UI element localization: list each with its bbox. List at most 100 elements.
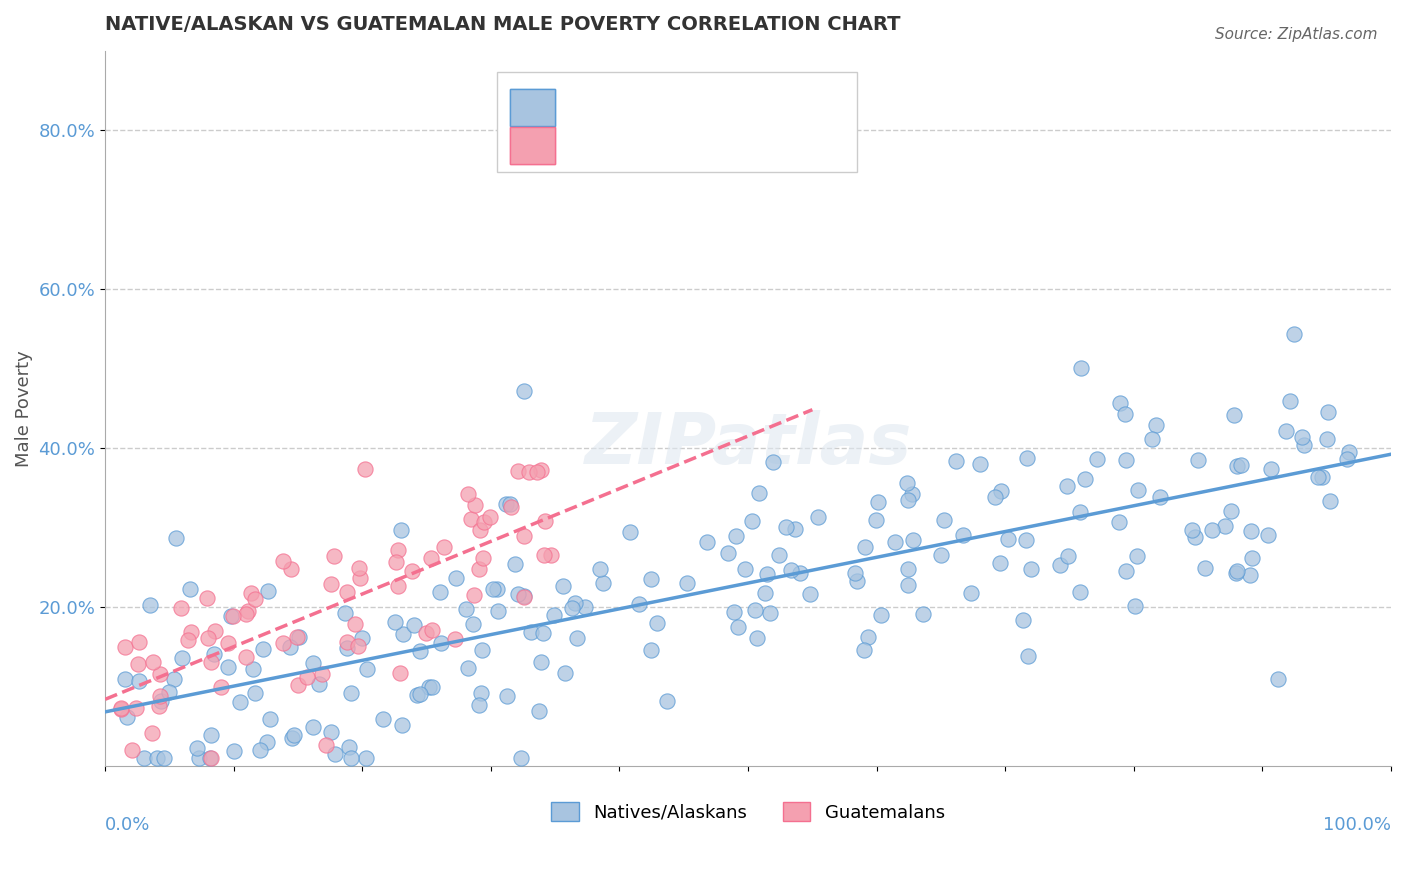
Point xyxy=(884,534,907,549)
Point xyxy=(157,685,180,699)
Point xyxy=(1128,483,1150,498)
Point xyxy=(852,643,875,657)
Point xyxy=(540,548,562,562)
Point xyxy=(354,462,377,476)
Point xyxy=(1226,459,1249,474)
Point xyxy=(457,661,479,675)
Point xyxy=(165,531,187,545)
Text: R = 0.387    N =  74: R = 0.387 N = 74 xyxy=(568,136,751,154)
Point xyxy=(278,640,301,654)
Point xyxy=(755,566,778,581)
Point xyxy=(301,656,323,670)
Point xyxy=(1074,472,1097,486)
Point xyxy=(868,495,890,509)
Point xyxy=(574,599,596,614)
Point xyxy=(472,515,495,529)
Point xyxy=(1019,562,1042,576)
Legend: Natives/Alaskans, Guatemalans: Natives/Alaskans, Guatemalans xyxy=(544,795,952,829)
Point xyxy=(245,686,267,700)
Point xyxy=(1144,418,1167,433)
Point xyxy=(990,483,1012,498)
Point xyxy=(527,705,550,719)
Point xyxy=(717,546,740,560)
Point xyxy=(775,520,797,534)
Point xyxy=(1108,516,1130,530)
Point xyxy=(526,466,548,480)
Point xyxy=(146,751,169,765)
Point xyxy=(280,562,302,576)
Point xyxy=(1017,450,1039,465)
Point xyxy=(125,701,148,715)
Point xyxy=(308,677,330,691)
Point xyxy=(754,586,776,600)
Point xyxy=(186,741,208,756)
Point xyxy=(333,607,356,621)
Point xyxy=(530,463,553,477)
Point xyxy=(1069,504,1091,518)
Point xyxy=(464,498,486,512)
Point xyxy=(471,643,494,657)
Point xyxy=(180,625,202,640)
Point xyxy=(239,586,262,600)
Point xyxy=(589,562,612,576)
Point xyxy=(392,627,415,641)
Point xyxy=(354,751,377,765)
Point xyxy=(554,665,576,680)
Point xyxy=(543,607,565,622)
Point xyxy=(177,633,200,648)
Point xyxy=(224,744,246,758)
Point xyxy=(188,751,211,765)
Point xyxy=(470,686,492,700)
Point xyxy=(761,454,783,468)
Point xyxy=(148,698,170,713)
Point xyxy=(952,527,974,541)
Point xyxy=(163,672,186,686)
Point xyxy=(486,605,509,619)
Point xyxy=(468,698,491,712)
Point xyxy=(844,566,866,580)
Point xyxy=(513,590,536,604)
Point xyxy=(149,694,172,708)
Point xyxy=(349,561,371,575)
Point xyxy=(1220,504,1243,518)
Point xyxy=(1226,564,1249,578)
Point xyxy=(141,726,163,740)
Point xyxy=(389,523,412,537)
Point xyxy=(1070,361,1092,376)
Point xyxy=(343,617,366,632)
Text: ZIPatlas: ZIPatlas xyxy=(585,409,911,479)
Point xyxy=(911,607,934,621)
Point xyxy=(565,632,588,646)
Point xyxy=(486,582,509,597)
Text: Source: ZipAtlas.com: Source: ZipAtlas.com xyxy=(1215,27,1378,42)
Point xyxy=(138,598,160,612)
Point xyxy=(121,743,143,757)
Point xyxy=(252,642,274,657)
Point xyxy=(900,486,922,500)
Point xyxy=(337,739,360,754)
Point xyxy=(349,570,371,584)
Point xyxy=(897,562,920,576)
Point xyxy=(235,649,257,664)
Point xyxy=(172,651,194,665)
Point xyxy=(1230,458,1253,473)
Point xyxy=(619,525,641,540)
Point xyxy=(336,585,359,599)
Point xyxy=(779,563,801,577)
Point xyxy=(336,635,359,649)
Point xyxy=(235,607,257,621)
Point xyxy=(1316,433,1339,447)
Point xyxy=(789,566,811,580)
Point xyxy=(259,712,281,726)
Point xyxy=(347,640,370,654)
Point xyxy=(768,548,790,562)
Point xyxy=(179,582,201,597)
Text: NATIVE/ALASKAN VS GUATEMALAN MALE POVERTY CORRELATION CHART: NATIVE/ALASKAN VS GUATEMALAN MALE POVERT… xyxy=(105,15,901,34)
Point xyxy=(853,541,876,555)
Point xyxy=(561,600,583,615)
Point xyxy=(405,688,427,702)
Point xyxy=(409,644,432,658)
Point xyxy=(592,575,614,590)
Point xyxy=(741,514,763,528)
Point xyxy=(110,702,132,716)
